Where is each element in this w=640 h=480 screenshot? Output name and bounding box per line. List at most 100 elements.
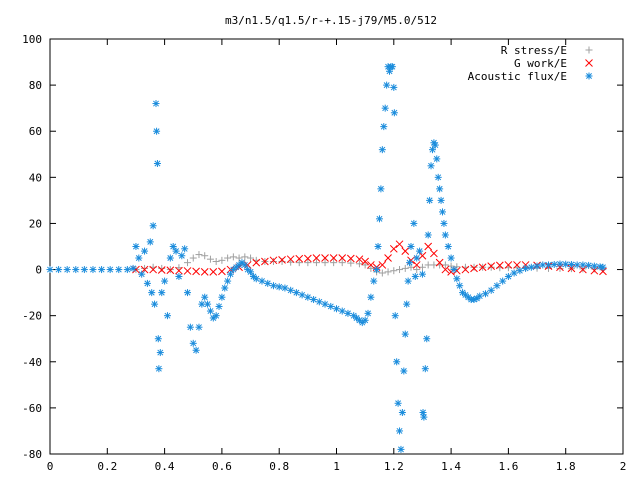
axis-ticks: 0 0.2 0.4 0.6 0.8 1 1.2 1.4 1.6 1.8 2 -80 -60 -40 -20 0… xyxy=(22,33,626,473)
data-point xyxy=(504,261,513,269)
data-point xyxy=(195,251,203,259)
data-point xyxy=(184,259,192,267)
data-point xyxy=(347,259,355,267)
data-point xyxy=(206,255,214,263)
data-point xyxy=(398,409,406,416)
data-point xyxy=(522,264,530,272)
data-point xyxy=(224,254,232,262)
data-point xyxy=(304,293,312,301)
data-point xyxy=(183,267,192,275)
data-point xyxy=(141,264,149,272)
data-point xyxy=(123,266,131,274)
data-point xyxy=(152,100,160,108)
y-tick-label: 20 xyxy=(29,217,42,230)
data-point xyxy=(346,254,355,263)
data-point xyxy=(269,282,277,290)
data-point xyxy=(504,272,512,280)
data-point xyxy=(411,272,419,280)
data-point xyxy=(278,257,286,265)
data-point xyxy=(143,279,151,287)
data-point xyxy=(391,312,399,320)
data-point xyxy=(439,208,447,216)
data-point xyxy=(367,261,375,269)
data-point xyxy=(312,259,320,267)
y-tick-label: -60 xyxy=(22,402,42,415)
data-point xyxy=(212,312,220,320)
data-point xyxy=(424,242,433,251)
data-point xyxy=(476,292,484,300)
data-point xyxy=(412,261,421,269)
data-point xyxy=(172,247,180,255)
data-point xyxy=(470,264,478,273)
data-point xyxy=(287,286,295,294)
data-point xyxy=(98,266,106,274)
data-point xyxy=(146,238,154,246)
data-point xyxy=(46,266,54,274)
data-point xyxy=(585,261,593,269)
data-point xyxy=(201,293,209,301)
data-point xyxy=(436,185,444,193)
data-point xyxy=(478,263,487,272)
data-point xyxy=(424,231,432,239)
data-point xyxy=(375,215,383,223)
data-point xyxy=(201,252,209,260)
data-point xyxy=(426,196,434,204)
data-point xyxy=(430,249,438,258)
data-point xyxy=(434,173,442,181)
data-point xyxy=(361,257,370,266)
data-point xyxy=(403,300,411,308)
data-point xyxy=(281,284,289,292)
data-point xyxy=(444,243,452,250)
data-point xyxy=(390,267,398,275)
data-point xyxy=(590,262,598,270)
data-point xyxy=(388,63,396,71)
data-point xyxy=(381,104,389,112)
data-point xyxy=(175,266,183,275)
data-point xyxy=(413,266,421,274)
data-point xyxy=(264,279,272,287)
data-point xyxy=(175,272,183,280)
data-point xyxy=(206,307,214,315)
data-point xyxy=(416,247,424,255)
series-g-work-e xyxy=(132,240,607,276)
data-point xyxy=(361,261,369,269)
data-point xyxy=(401,330,409,338)
data-point xyxy=(338,254,347,262)
data-point xyxy=(380,123,388,131)
data-point xyxy=(378,146,386,154)
data-point xyxy=(397,445,405,453)
data-point xyxy=(195,323,203,331)
x-tick-label: 0.4 xyxy=(155,460,175,473)
data-point xyxy=(401,247,410,255)
legend-label: R stress/E xyxy=(501,44,567,57)
data-point xyxy=(545,261,553,269)
data-point xyxy=(333,305,340,313)
data-point xyxy=(330,259,338,267)
x-tick-label: 1 xyxy=(333,460,340,473)
chart-title: m3/n1.5/q1.5/r-+.15-j79/M5.0/512 xyxy=(225,14,437,27)
data-point xyxy=(396,266,404,274)
data-point xyxy=(269,257,277,265)
data-point xyxy=(155,365,163,373)
series-acoustic-flux-e xyxy=(46,63,607,453)
data-point xyxy=(361,316,369,324)
data-point xyxy=(192,267,200,276)
data-point xyxy=(89,266,97,274)
data-point xyxy=(218,256,226,264)
data-point xyxy=(390,83,398,91)
y-tick-label: 60 xyxy=(29,125,42,138)
data-point xyxy=(221,284,229,292)
data-point xyxy=(151,300,159,308)
data-point xyxy=(186,323,194,331)
data-point xyxy=(481,290,489,298)
data-point xyxy=(156,349,164,357)
data-point xyxy=(166,254,174,262)
data-point xyxy=(252,258,261,267)
y-tick-label: 40 xyxy=(29,171,42,184)
data-point xyxy=(80,266,88,274)
data-point xyxy=(204,300,212,308)
data-point xyxy=(286,255,295,264)
data-point xyxy=(470,263,478,271)
data-point xyxy=(421,365,429,373)
data-point xyxy=(344,309,352,317)
